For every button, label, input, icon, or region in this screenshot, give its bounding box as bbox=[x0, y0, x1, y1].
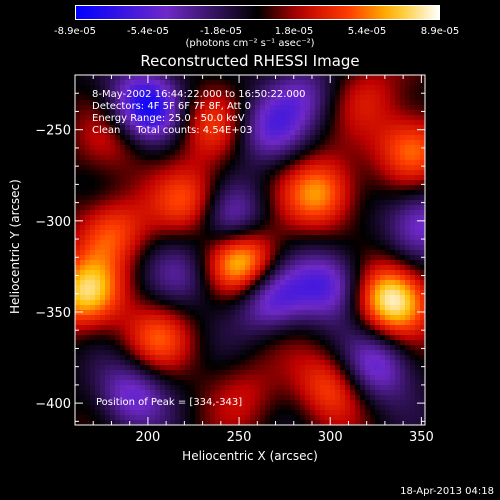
x-tick-label: 350 bbox=[409, 430, 434, 445]
x-tick-label: 250 bbox=[227, 430, 252, 445]
colorbar-tick-label: 1.8e-05 bbox=[274, 26, 314, 37]
colorbar bbox=[75, 5, 440, 20]
y-tick-label: −350 bbox=[35, 306, 71, 321]
annotation-peak-position: Position of Peak = [334,-343] bbox=[96, 397, 243, 408]
colorbar-tick-label: -1.8e-05 bbox=[200, 26, 242, 37]
annotation-energy-range: Energy Range: 25.0 - 50.0 keV bbox=[92, 113, 245, 124]
colorbar-tick-label: -8.9e-05 bbox=[54, 26, 96, 37]
annotation-detectors: Detectors: 4F 5F 6F 7F 8F, Att 0 bbox=[92, 101, 252, 112]
annotation-clean-counts: Clean Total counts: 4.54E+03 bbox=[92, 125, 253, 136]
x-tick-label: 200 bbox=[136, 430, 161, 445]
annotation-time-range: 8-May-2002 16:44:22.000 to 16:50:22.000 bbox=[92, 89, 306, 100]
y-tick-label: −300 bbox=[35, 215, 71, 230]
y-axis-label: Heliocentric Y (arcsec) bbox=[8, 179, 22, 314]
y-tick-label: −400 bbox=[35, 397, 71, 412]
y-tick-label: −250 bbox=[35, 124, 71, 139]
chart-title: Reconstructed RHESSI Image bbox=[140, 52, 360, 70]
heatmap-cells bbox=[75, 75, 426, 426]
colorbar-tick-label: 8.9e-05 bbox=[420, 26, 460, 37]
colorbar-tick-label: 5.4e-05 bbox=[347, 26, 387, 37]
footer-timestamp: 18-Apr-2013 04:18 bbox=[400, 486, 494, 497]
colorbar-units: (photons cm⁻² s⁻¹ asec⁻²) bbox=[185, 38, 315, 49]
x-axis-label: Heliocentric X (arcsec) bbox=[182, 449, 318, 463]
plot-frame bbox=[74, 74, 426, 426]
x-tick-label: 300 bbox=[318, 430, 343, 445]
colorbar-tick-label: -5.4e-05 bbox=[127, 26, 169, 37]
